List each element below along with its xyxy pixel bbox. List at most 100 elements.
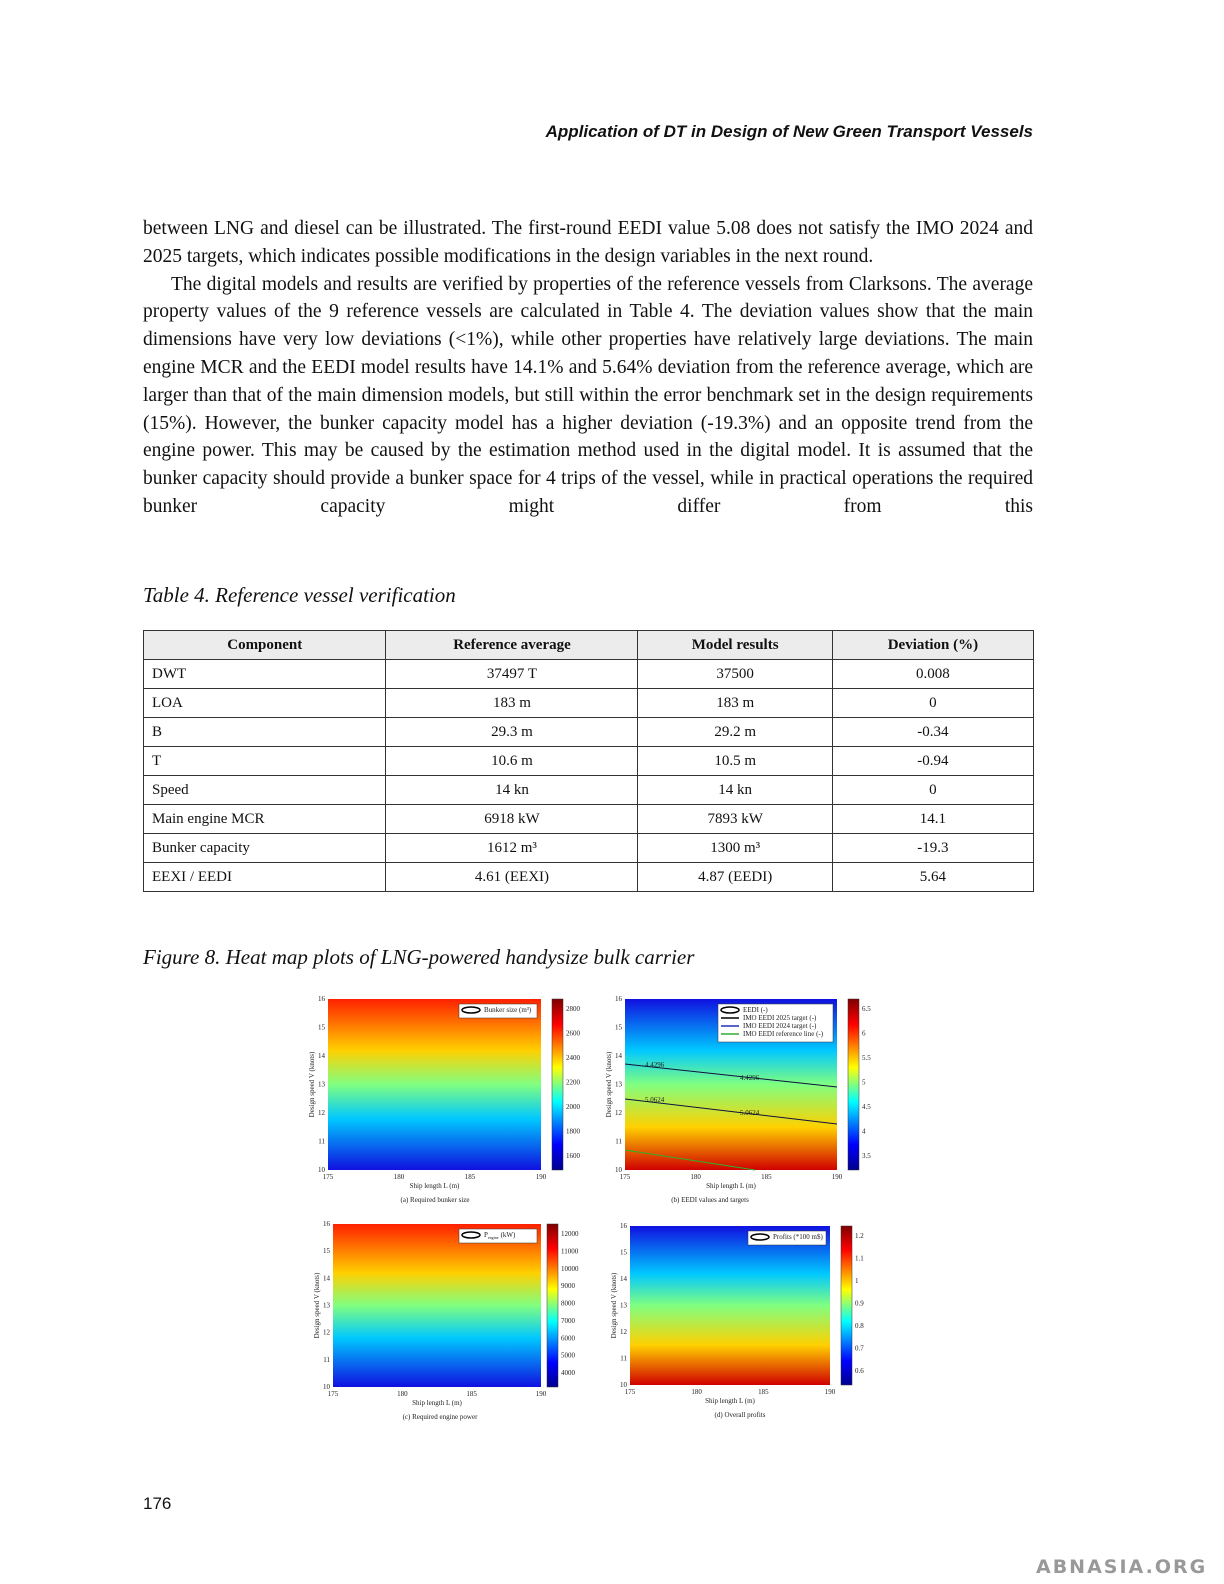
colorbar	[840, 1225, 853, 1386]
y-tick-label: 15	[318, 1024, 326, 1032]
colorbar-tick-label: 7000	[561, 1317, 576, 1325]
y-tick-label: 15	[620, 1249, 628, 1257]
x-tick-label: 175	[328, 1390, 339, 1398]
colorbar-tick-label: 8000	[561, 1300, 576, 1308]
y-tick-label: 11	[620, 1355, 627, 1363]
y-axis-label: Design speed V (knots)	[610, 1272, 618, 1338]
table-cell: -0.34	[831, 717, 1035, 747]
legend-unit: (kW)	[501, 1231, 516, 1239]
table-row: B 29.3 m 29.2 m -0.34	[142, 717, 1035, 747]
table-row: Main engine MCR 6918 kW 7893 kW 14.1	[142, 804, 1035, 834]
y-tick-label: 12	[615, 1109, 623, 1117]
contour-line	[624, 1149, 756, 1171]
colorbar-tick-label: 4	[862, 1128, 866, 1136]
header-cell: Model results	[637, 630, 833, 660]
colorbar-tick-label: 0.8	[855, 1322, 864, 1330]
header-cell: Deviation (%)	[831, 630, 1035, 660]
colorbar-tick-label: 0.6	[855, 1367, 864, 1375]
colorbar-tick-label: 3.5	[862, 1152, 871, 1160]
colorbar-tick-label: 4000	[561, 1369, 576, 1377]
table-cell: 1300 m³	[637, 833, 833, 863]
y-tick-label: 16	[323, 1220, 331, 1228]
legend-label: EEDI (-)	[743, 1006, 768, 1014]
colorbar-tick-label: 5.5	[862, 1054, 871, 1062]
paragraph: The digital models and results are verif…	[143, 273, 1033, 517]
colorbar-tick-label: 1600	[566, 1152, 581, 1160]
y-tick-label: 13	[318, 1081, 326, 1089]
contour-label: 5.0624	[740, 1109, 760, 1117]
table-cell: 37500	[637, 659, 833, 689]
colorbar-tick-label: 9000	[561, 1282, 576, 1290]
y-tick-label: 12	[318, 1109, 326, 1117]
colorbar-tick-label: 2600	[566, 1030, 581, 1038]
table-cell: 1612 m³	[385, 833, 639, 863]
table-cell: 4.61 (EEXI)	[385, 862, 639, 892]
x-tick-label: 180	[690, 1173, 701, 1181]
header-cell: Reference average	[385, 630, 639, 660]
y-tick-label: 14	[615, 1052, 623, 1060]
x-tick-label: 185	[466, 1390, 477, 1398]
table-row: Speed 14 kn 14 kn 0	[142, 775, 1035, 805]
y-axis-label: Design speed V (knots)	[605, 1051, 613, 1117]
figure-caption: Figure 8. Heat map plots of LNG-powered …	[143, 945, 695, 969]
table-cell: 0	[831, 775, 1035, 805]
colorbar-tick-label: 2200	[566, 1079, 581, 1087]
legend-label: IMO EEDI reference line (-)	[743, 1030, 824, 1038]
y-tick-label: 14	[323, 1274, 331, 1282]
colorbar-tick-label: 6000	[561, 1334, 576, 1342]
x-axis-label: Ship length L (m)	[412, 1399, 462, 1407]
heatmap	[328, 999, 541, 1170]
y-tick-label: 15	[615, 1024, 623, 1032]
y-tick-label: 10	[323, 1383, 331, 1391]
table-cell: 183 m	[637, 688, 833, 718]
x-tick-label: 180	[394, 1173, 405, 1181]
legend-symbol	[461, 1231, 481, 1239]
y-tick-label: 10	[318, 1166, 326, 1174]
contour-label: 4.4296	[645, 1061, 665, 1069]
table-cell: 10.6 m	[385, 746, 639, 776]
legend-label: IMO EEDI 2025 target (-)	[743, 1014, 817, 1022]
y-tick-label: 14	[318, 1052, 326, 1060]
y-tick-label: 12	[620, 1328, 628, 1336]
table-row: T 10.6 m 10.5 m -0.94	[142, 746, 1035, 776]
table-cell: 0.008	[831, 659, 1035, 689]
heatmap	[333, 1224, 541, 1387]
colorbar-tick-label: 2000	[566, 1103, 581, 1111]
y-tick-label: 16	[620, 1222, 628, 1230]
contour-label: 4.4296	[740, 1074, 760, 1082]
body-text: between LNG and diesel can be illustrate…	[143, 215, 1033, 521]
panel-caption: (d) Overall profits	[715, 1411, 766, 1419]
y-tick-label: 16	[615, 995, 623, 1003]
panel-caption: (a) Required bunker size	[401, 1196, 470, 1204]
watermark: ABNASIA.ORG	[1036, 1556, 1208, 1578]
x-tick-label: 190	[825, 1388, 836, 1396]
colorbar-tick-label: 6	[862, 1030, 866, 1038]
y-tick-label: 13	[615, 1081, 623, 1089]
y-tick-label: 11	[318, 1138, 325, 1146]
x-tick-label: 190	[536, 1390, 547, 1398]
x-tick-label: 185	[761, 1173, 772, 1181]
colorbar-tick-label: 4.5	[862, 1103, 871, 1111]
colorbar-tick-label: 6.5	[862, 1005, 871, 1013]
colorbar-tick-label: 11000	[561, 1247, 579, 1255]
x-tick-label: 190	[536, 1173, 547, 1181]
x-tick-label: 180	[691, 1388, 702, 1396]
table-cell: Main engine MCR	[142, 804, 387, 834]
y-tick-label: 13	[620, 1302, 628, 1310]
y-tick-label: 13	[323, 1302, 331, 1310]
legend-label: Bunker size (m³)	[484, 1006, 532, 1014]
legend-label: Profits (*100 m$)	[773, 1233, 823, 1241]
x-axis-label: Ship length L (m)	[410, 1182, 460, 1190]
table-cell: 183 m	[385, 688, 639, 718]
figure: 175 180 185 1901011121314151628002600240022…	[308, 995, 871, 1421]
y-tick-label: 16	[318, 995, 326, 1003]
table-caption: Table 4. Reference vessel verification	[143, 583, 456, 607]
y-axis-label: Design speed V (knots)	[308, 1051, 316, 1117]
table-cell: B	[142, 717, 387, 747]
colorbar	[551, 998, 564, 1171]
legend-label: Pengine (kW)	[484, 1231, 516, 1240]
colorbar-tick-label: 12000	[561, 1230, 579, 1238]
legend-symbol	[461, 1006, 481, 1014]
